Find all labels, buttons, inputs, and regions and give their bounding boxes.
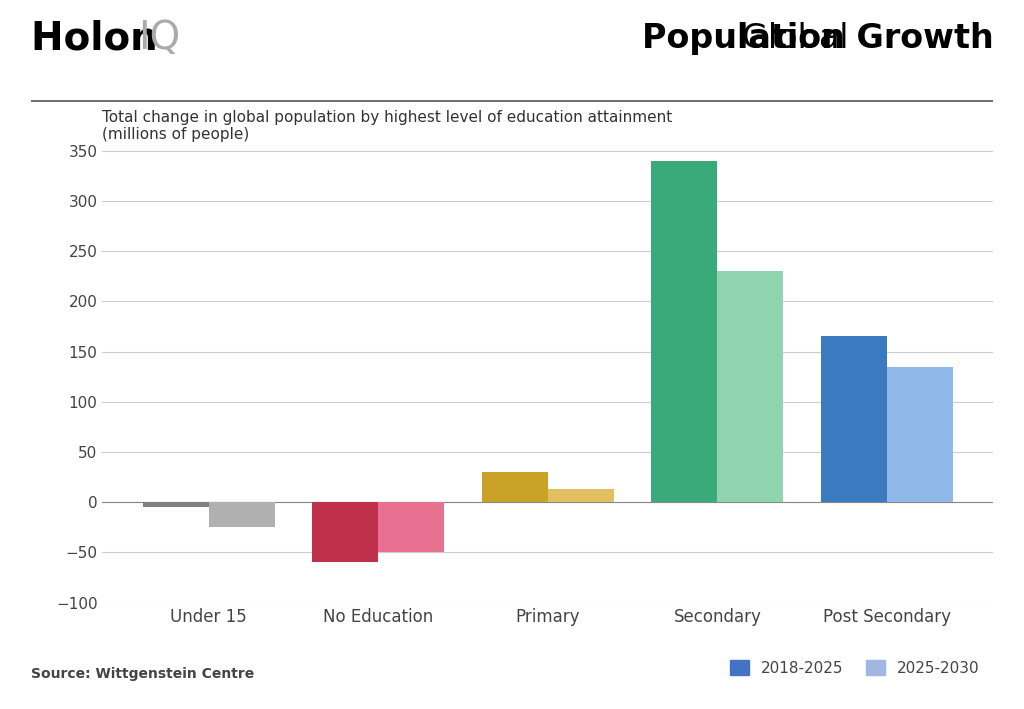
Bar [378, 502, 444, 552]
Text: Global: Global [742, 22, 859, 55]
Bar [482, 472, 548, 502]
Bar [548, 489, 613, 502]
Text: Population Growth: Population Growth [641, 22, 993, 55]
Bar [651, 161, 718, 502]
Bar [209, 502, 274, 527]
Bar [821, 337, 887, 502]
Bar [718, 271, 783, 502]
Bar [312, 502, 378, 562]
Legend: 2018-2025, 2025-2030: 2018-2025, 2025-2030 [724, 654, 986, 682]
Bar [143, 502, 209, 507]
Text: Holon: Holon [31, 19, 171, 57]
Text: Total change in global population by highest level of education attainment
(mill: Total change in global population by hig… [102, 110, 673, 143]
Bar [887, 367, 952, 502]
Text: IQ: IQ [138, 19, 180, 57]
Text: Source: Wittgenstein Centre: Source: Wittgenstein Centre [31, 666, 254, 681]
